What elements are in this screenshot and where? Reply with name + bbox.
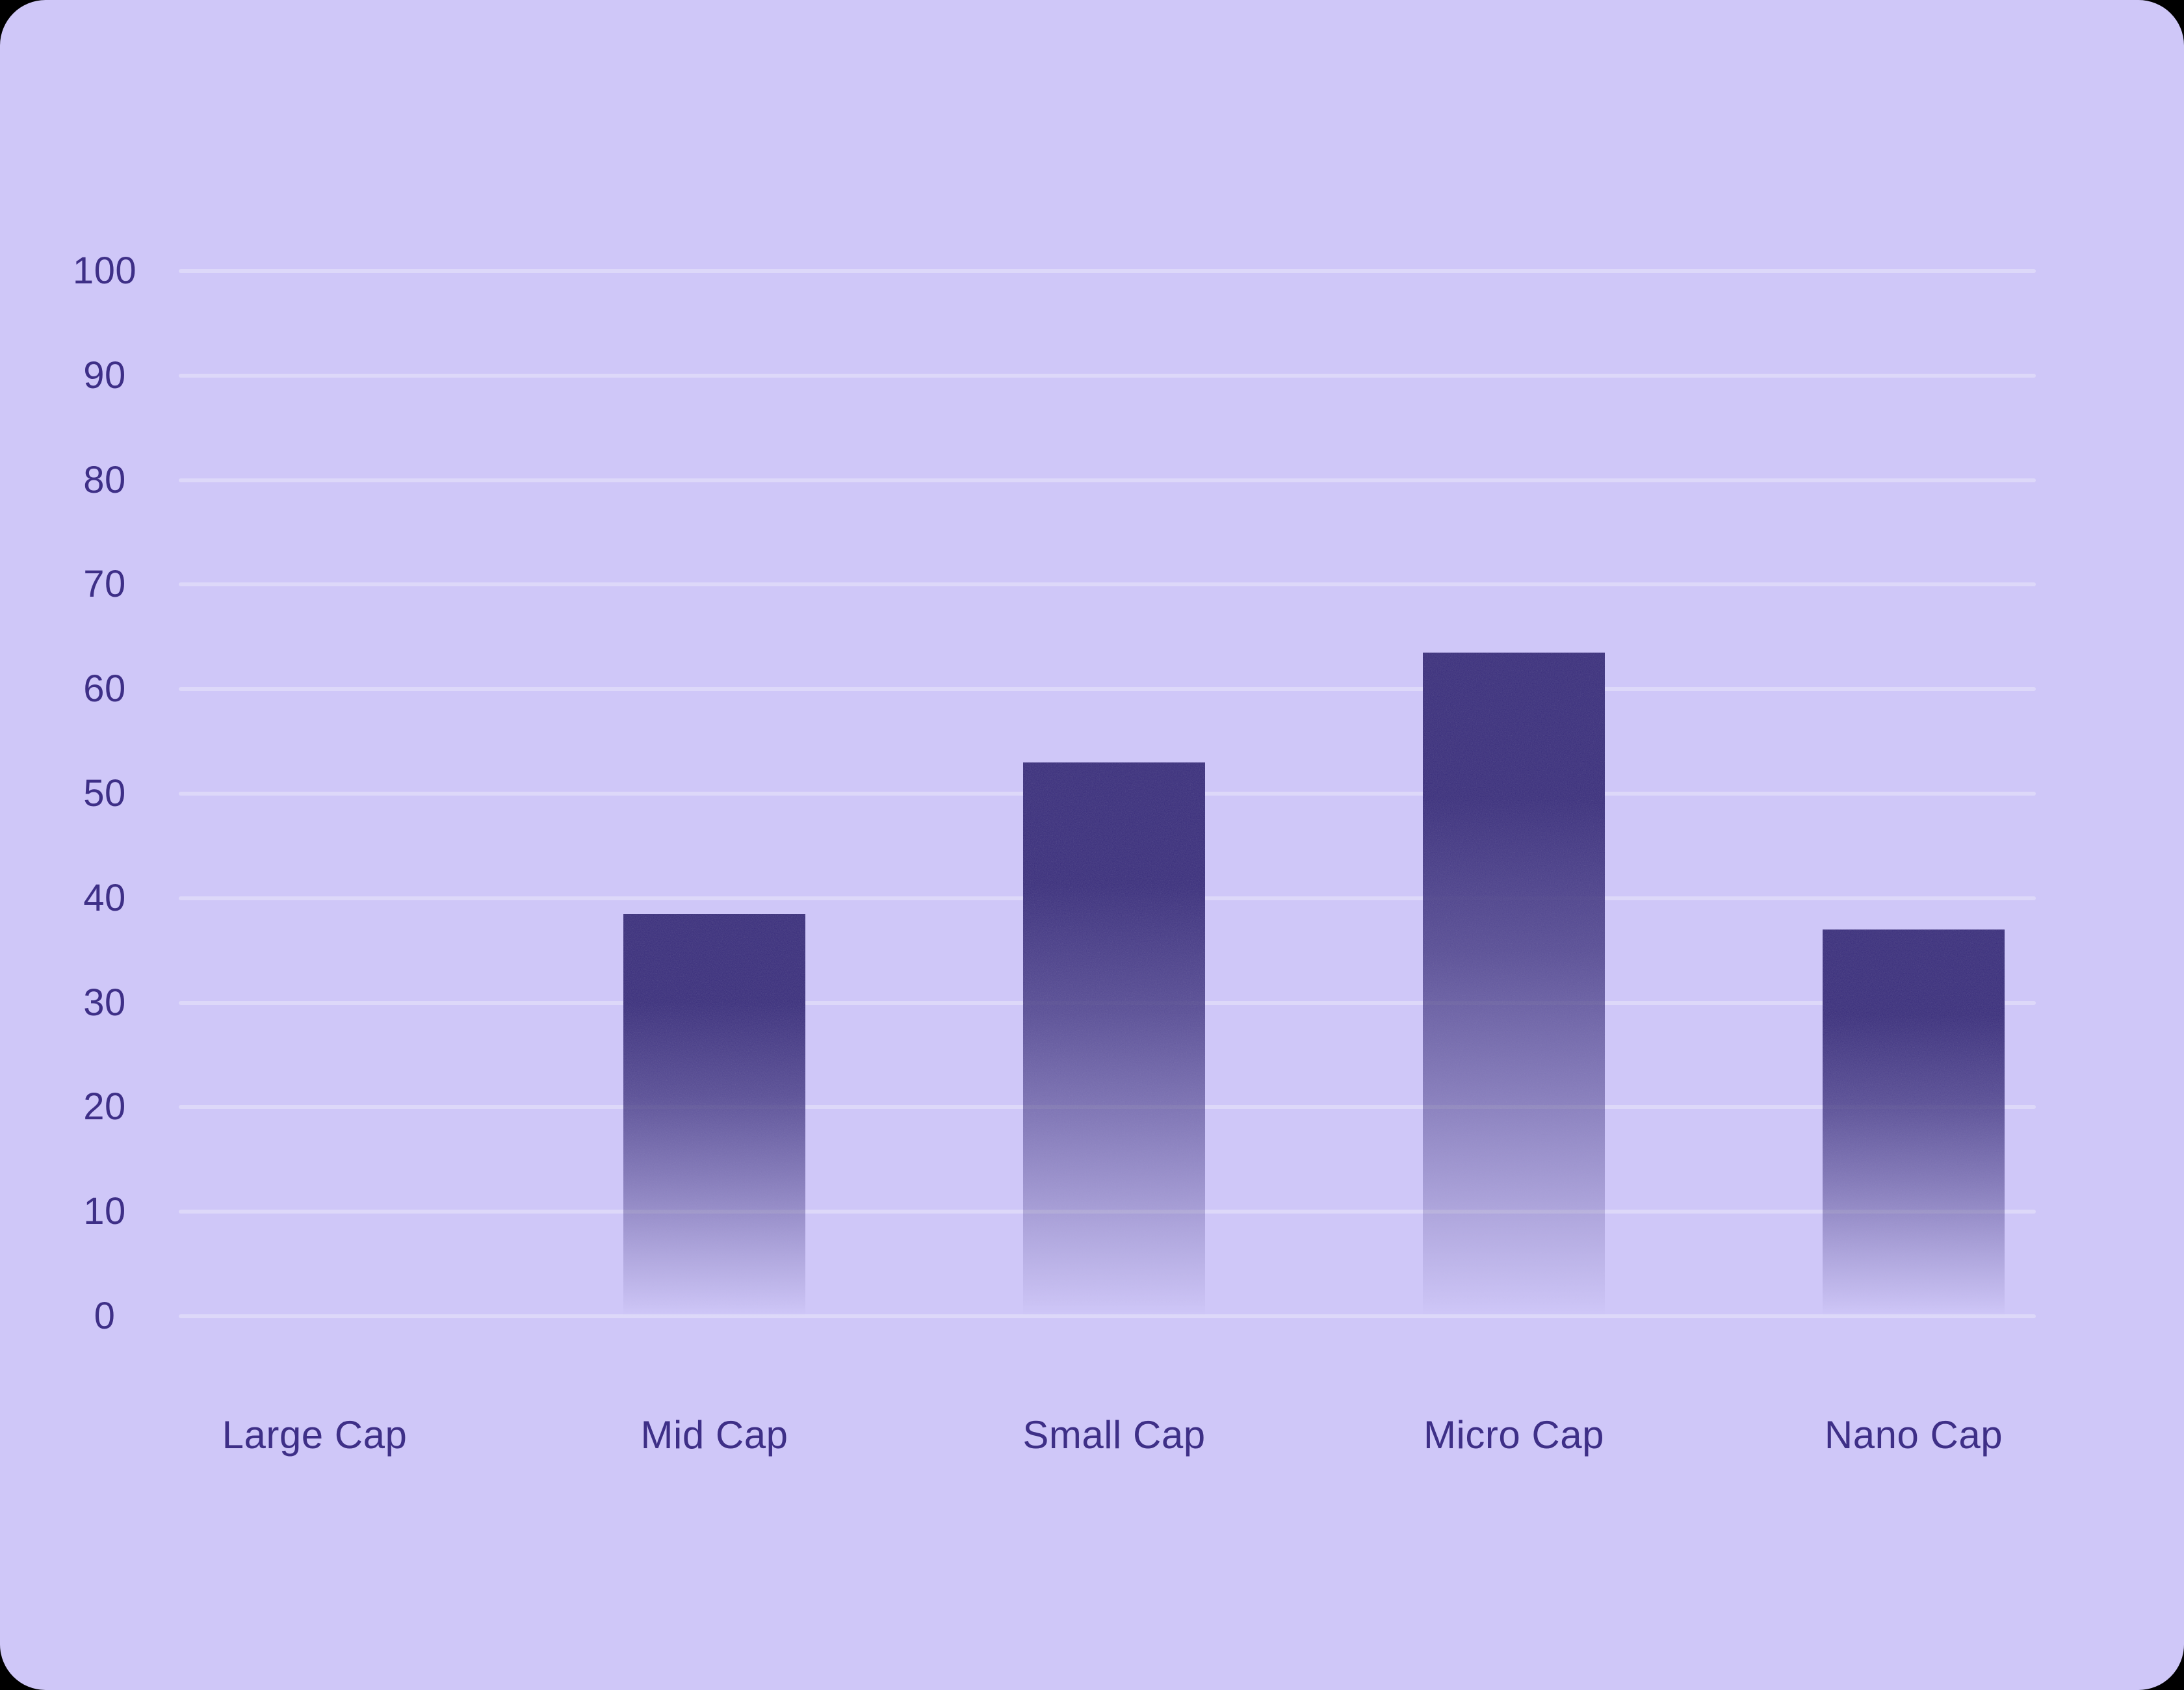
y-tick-label-50: 50 [83, 772, 126, 814]
bar-small-cap [1023, 762, 1205, 1316]
y-tick-label-0: 0 [94, 1295, 116, 1337]
y-tick-label-60: 60 [83, 668, 126, 710]
gridline-90 [179, 373, 2036, 378]
bar-micro-cap [1423, 652, 1605, 1316]
gridline-60 [179, 687, 2036, 692]
y-tick-label-40: 40 [83, 876, 126, 919]
gridline-80 [179, 478, 2036, 482]
bar-mid-cap [623, 913, 805, 1316]
x-axis-label-mid-cap: Mid Cap [640, 1413, 788, 1457]
bar-noise-texture [1823, 930, 2005, 1316]
y-tick-label-100: 100 [72, 250, 137, 292]
bar-noise-texture [1023, 762, 1205, 1316]
bar-nano-cap [1823, 930, 2005, 1316]
bar-noise-texture [1423, 652, 1605, 1316]
y-tick-label-30: 30 [83, 981, 126, 1024]
gridline-100 [179, 269, 2036, 273]
x-axis-label-nano-cap: Nano Cap [1824, 1413, 2003, 1457]
y-tick-label-70: 70 [83, 563, 126, 606]
x-axis-label-small-cap: Small Cap [1022, 1413, 1206, 1457]
y-tick-label-90: 90 [83, 354, 126, 396]
y-tick-label-10: 10 [83, 1190, 126, 1233]
x-axis-label-micro-cap: Micro Cap [1424, 1413, 1604, 1457]
gridline-70 [179, 582, 2036, 587]
x-axis-label-large-cap: Large Cap [222, 1413, 408, 1457]
gridline-0 [179, 1314, 2036, 1318]
y-tick-label-80: 80 [83, 458, 126, 501]
bar-noise-texture [623, 913, 805, 1316]
y-tick-label-20: 20 [83, 1086, 126, 1128]
